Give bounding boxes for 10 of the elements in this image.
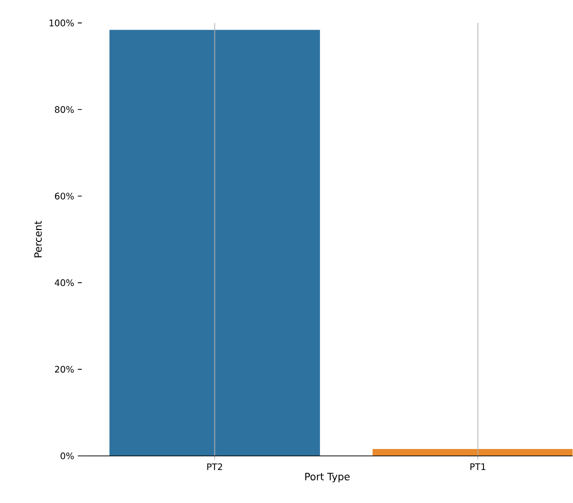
x-tick-label: PT1 bbox=[470, 464, 486, 470]
y-tick-label: 40% bbox=[54, 279, 74, 286]
y-tick-label: 0% bbox=[60, 452, 74, 460]
y-tick-label: 80% bbox=[54, 106, 74, 114]
x-axis-title: Port Type bbox=[305, 473, 350, 482]
y-tick-label: 100% bbox=[50, 20, 74, 26]
x-tick-label: PT2 bbox=[207, 464, 222, 470]
y-tick-label: 60% bbox=[54, 192, 74, 200]
y-tick-label: 20% bbox=[54, 366, 74, 373]
y-axis-title: Percent bbox=[34, 220, 42, 258]
